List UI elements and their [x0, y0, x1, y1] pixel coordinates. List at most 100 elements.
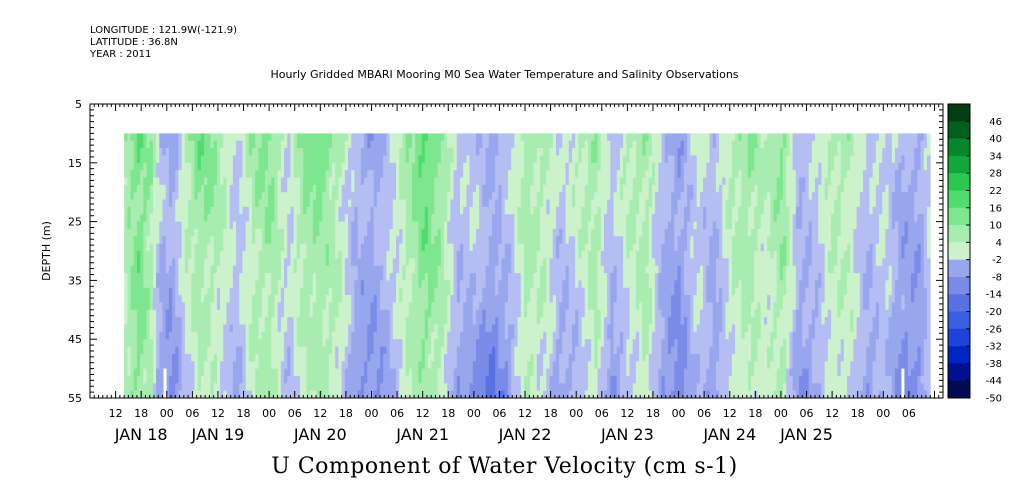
heatmap-cell — [293, 353, 298, 362]
heatmap-cell — [408, 206, 413, 215]
heatmap-cell — [396, 133, 400, 142]
heatmap-cell — [341, 140, 346, 149]
heatmap-cell — [210, 295, 215, 303]
heatmap-cell — [303, 206, 307, 215]
heatmap-cell — [546, 265, 550, 274]
heatmap-cell — [287, 192, 291, 200]
heatmap-cell — [402, 170, 407, 178]
heatmap-cell — [248, 170, 253, 178]
heatmap-cell — [232, 214, 237, 222]
heatmap-cell — [252, 339, 256, 347]
heatmap-cell — [293, 361, 298, 369]
heatmap-cell — [149, 206, 154, 215]
heatmap-cell — [472, 361, 477, 369]
heatmap-cell — [197, 287, 202, 296]
heatmap-cell — [140, 251, 144, 259]
heatmap-cell — [507, 368, 512, 377]
heatmap-cell — [491, 317, 496, 325]
heatmap-cell — [248, 258, 253, 267]
heatmap-cell — [514, 331, 518, 340]
heatmap-cell — [415, 140, 419, 149]
heatmap-cell — [156, 383, 160, 392]
heatmap-cell — [149, 236, 154, 245]
heatmap-cell — [380, 170, 384, 178]
heatmap-cell — [469, 177, 474, 186]
heatmap-cell — [364, 199, 368, 208]
heatmap-cell — [376, 140, 381, 149]
heatmap-cell — [226, 295, 231, 303]
heatmap-cell — [332, 309, 336, 318]
heatmap-cell — [229, 317, 234, 325]
heatmap-cell — [300, 243, 304, 252]
heatmap-cell — [386, 243, 391, 252]
heatmap-cell — [152, 368, 157, 377]
heatmap-cell — [124, 368, 128, 377]
heatmap-cell — [517, 236, 522, 245]
heatmap-cell — [415, 295, 419, 303]
heatmap-cell — [504, 295, 509, 303]
heatmap-cell — [248, 375, 253, 384]
heatmap-cell — [357, 273, 362, 281]
heatmap-cell — [306, 155, 311, 164]
heatmap-cell — [447, 177, 451, 186]
heatmap-cell — [309, 353, 314, 362]
heatmap-cell — [140, 133, 144, 142]
heatmap-cell — [191, 361, 195, 369]
heatmap-cell — [549, 273, 554, 281]
heatmap-cell — [290, 302, 295, 311]
heatmap-cell — [280, 287, 285, 296]
heatmap-cell — [175, 133, 179, 142]
heatmap-cell — [543, 331, 547, 340]
heatmap-cell — [453, 324, 458, 333]
heatmap-cell — [386, 184, 391, 193]
heatmap-cell — [565, 155, 570, 164]
heatmap-cell — [172, 280, 176, 289]
heatmap-cell — [479, 309, 483, 318]
heatmap-cell — [376, 199, 381, 208]
heatmap-cell — [530, 295, 534, 303]
heatmap-cell — [181, 206, 186, 215]
heatmap-cell — [475, 214, 480, 222]
heatmap-cell — [418, 273, 423, 281]
heatmap-cell — [280, 324, 285, 333]
heatmap-cell — [146, 214, 151, 222]
heatmap-cell — [447, 368, 451, 377]
heatmap-cell — [229, 302, 234, 311]
heatmap-cell — [191, 148, 195, 156]
heatmap-cell — [418, 339, 423, 347]
heatmap-cell — [434, 302, 438, 311]
heatmap-cell — [322, 375, 327, 384]
heatmap-cell — [511, 353, 515, 362]
heatmap-cell — [408, 155, 413, 164]
heatmap-cell — [536, 155, 541, 164]
heatmap-cell — [453, 221, 458, 230]
heatmap-cell — [290, 346, 295, 355]
heatmap-cell — [248, 133, 253, 142]
heatmap-cell — [181, 317, 186, 325]
heatmap-cell — [229, 287, 234, 296]
heatmap-cell — [370, 280, 375, 289]
heatmap-cell — [325, 353, 330, 362]
heatmap-cell — [351, 236, 355, 245]
heatmap-cell — [309, 383, 314, 392]
heatmap-cell — [466, 177, 470, 186]
heatmap-cell — [421, 273, 426, 281]
heatmap-cell — [178, 243, 183, 252]
heatmap-cell — [140, 228, 144, 237]
heatmap-cell — [136, 162, 141, 171]
heatmap-cell — [418, 199, 423, 208]
heatmap-cell — [197, 214, 202, 222]
heatmap-cell — [431, 383, 435, 392]
heatmap-cell — [364, 155, 368, 164]
heatmap-cell — [300, 280, 304, 289]
heatmap-cell — [284, 280, 288, 289]
heatmap-cell — [162, 177, 167, 186]
heatmap-cell — [488, 199, 493, 208]
heatmap-cell — [424, 331, 429, 340]
heatmap-cell — [421, 324, 426, 333]
heatmap-cell — [485, 273, 490, 281]
heatmap-cell — [306, 221, 311, 230]
heatmap-cell — [421, 280, 426, 289]
heatmap-cell — [300, 258, 304, 267]
heatmap-cell — [328, 162, 333, 171]
